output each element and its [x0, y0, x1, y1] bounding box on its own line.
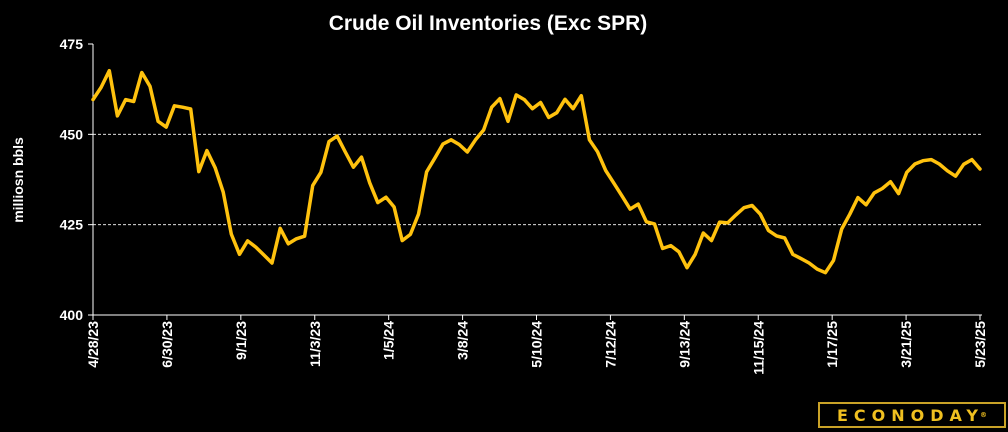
- x-tick-label: 7/12/24: [602, 321, 618, 368]
- logo-text: ECONODAY: [837, 405, 984, 425]
- chart-title: Crude Oil Inventories (Exc SPR): [329, 12, 648, 35]
- logo-registered-mark: ®: [979, 411, 987, 419]
- y-axis-label: milliosn bbls: [10, 137, 26, 223]
- x-tick-label: 11/15/24: [750, 321, 766, 375]
- x-tick-label: 5/23/25: [972, 321, 988, 368]
- x-tick-label: 9/13/24: [676, 321, 692, 368]
- series-group: [91, 68, 982, 275]
- x-tick-label: 4/28/23: [85, 321, 101, 368]
- x-ticks: 4/28/23 6/30/23 9/1/23 11/3/23 1/5/24 3/8/24 5…: [85, 315, 988, 375]
- x-tick-label: 5/10/24: [529, 321, 545, 368]
- x-tick-label: 6/30/23: [159, 321, 175, 368]
- x-tick-label: 1/17/25: [824, 321, 840, 368]
- series-line: [91, 68, 982, 275]
- y-ticks: 400 425 450 475: [60, 36, 93, 323]
- x-tick-label: 1/5/24: [381, 321, 397, 360]
- econoday-logo: ECONODAY ®: [818, 402, 1006, 428]
- x-tick-label: 9/1/23: [233, 321, 249, 360]
- x-tick-label: 3/8/24: [455, 321, 471, 360]
- gridlines: [93, 133, 982, 226]
- y-tick-label: 475: [60, 36, 84, 52]
- x-tick-label: 11/3/23: [307, 321, 323, 367]
- axes: [92, 44, 982, 316]
- x-tick-label: 3/21/25: [898, 321, 914, 368]
- y-tick-label: 425: [60, 217, 84, 233]
- y-tick-label: 450: [60, 126, 84, 142]
- y-tick-label: 400: [60, 307, 84, 323]
